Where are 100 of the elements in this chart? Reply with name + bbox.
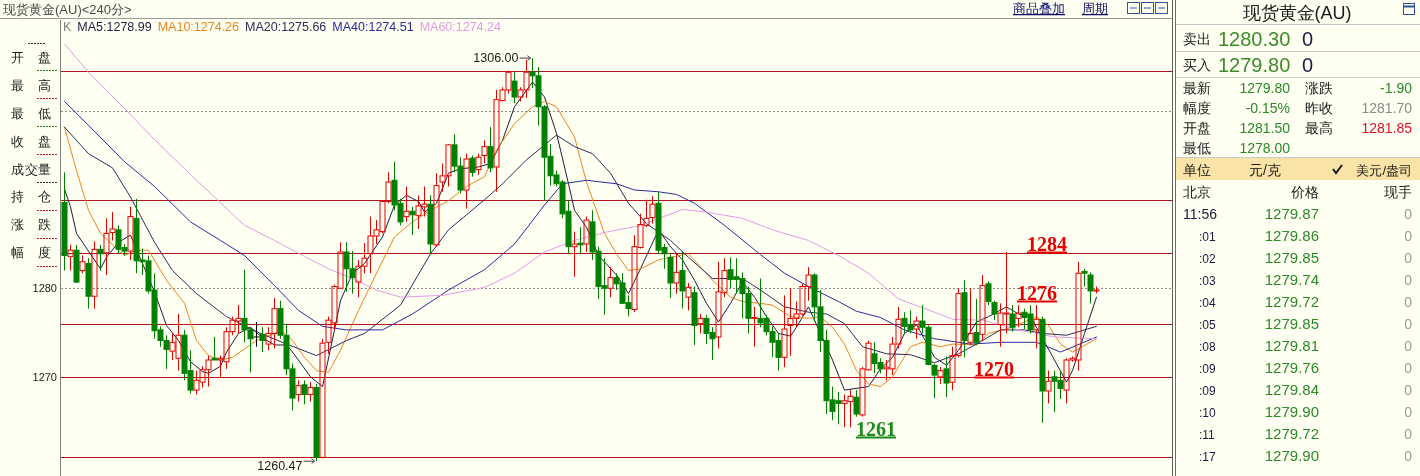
text: 单位 xyxy=(1183,162,1211,178)
text: MA5:1278.99 xyxy=(77,20,152,34)
text: 1279.80 xyxy=(1218,54,1291,76)
text: 开盘 xyxy=(1183,120,1211,136)
text: 幅度 xyxy=(1183,100,1211,116)
text: 0 xyxy=(1404,404,1413,420)
text: 0 xyxy=(1404,316,1413,332)
candlestick xyxy=(1009,304,1016,333)
text: MA10:1274.26 xyxy=(157,20,240,34)
candlestick xyxy=(979,274,986,342)
text: 1279.86 xyxy=(1264,227,1319,244)
text: 现货黄金(AU) xyxy=(1242,3,1352,23)
text: 0 xyxy=(1404,228,1413,244)
text: 1279.84 xyxy=(1264,381,1319,398)
text: 价格 xyxy=(1290,184,1319,200)
text: 涨跌 xyxy=(11,217,51,232)
text: 最高 xyxy=(11,78,51,93)
ref-line-label: 1284 xyxy=(1027,232,1067,255)
candlestick xyxy=(307,381,314,403)
candlestick xyxy=(571,231,578,278)
text: MA60:1274.24 xyxy=(419,20,501,34)
text: 1279.90 xyxy=(1264,403,1319,420)
candlestick xyxy=(1033,304,1040,349)
candlestick xyxy=(403,185,410,223)
candlestick xyxy=(487,126,494,173)
text: -0.15% xyxy=(1245,100,1290,116)
text: :04 xyxy=(1199,296,1217,310)
candlestick xyxy=(943,355,950,398)
text: :02 xyxy=(1199,252,1217,266)
text: 1278.00 xyxy=(1239,140,1291,156)
text: 0 xyxy=(1302,54,1314,76)
candlestick xyxy=(301,379,308,405)
chart-title: 现货黄金(AU)<240分> xyxy=(3,2,132,17)
text: :03 xyxy=(1199,274,1217,288)
annotation: 1306.00 xyxy=(473,51,519,66)
text: 最高 xyxy=(1305,120,1333,136)
text: 1279.74 xyxy=(1264,271,1319,288)
text: :09 xyxy=(1199,362,1217,376)
text: 1280.30 xyxy=(1218,28,1291,50)
text: MA20:1275.66 xyxy=(245,20,327,34)
candlestick xyxy=(577,226,584,255)
annotation: K xyxy=(63,20,72,34)
text: :05 xyxy=(1199,318,1217,332)
candlestick xyxy=(685,282,692,311)
text: 0 xyxy=(1404,382,1413,398)
text: 商品叠加 xyxy=(1013,2,1065,16)
text: 1279.85 xyxy=(1264,315,1319,332)
text: :10 xyxy=(1199,406,1217,420)
text: 最低 xyxy=(11,106,51,121)
text: 0 xyxy=(1404,272,1413,288)
text: 最新 xyxy=(1183,80,1211,96)
candlestick xyxy=(697,313,704,334)
text: 最低 xyxy=(1183,140,1211,156)
text: 美元/盎司 xyxy=(1356,163,1412,178)
candlestick xyxy=(673,253,680,295)
y-tick-label: 1280 xyxy=(32,282,57,295)
text: 1279.76 xyxy=(1264,359,1319,376)
text: :17 xyxy=(1199,450,1217,464)
text: 买入 xyxy=(1183,57,1211,73)
text: 1281.50 xyxy=(1239,120,1291,136)
candlestick xyxy=(781,294,788,368)
candlestick xyxy=(853,389,860,418)
text: 11:56 xyxy=(1183,206,1218,222)
text: 现手 xyxy=(1384,184,1412,200)
candlestick xyxy=(511,71,518,104)
text: 1279.90 xyxy=(1264,447,1319,464)
text: :01 xyxy=(1199,230,1217,244)
candlestick xyxy=(1045,370,1052,404)
text: 0 xyxy=(1404,250,1413,266)
text: 周期 xyxy=(1082,2,1108,16)
text: :08 xyxy=(1199,340,1217,354)
candlestick xyxy=(97,244,104,272)
candlestick xyxy=(211,336,218,361)
text: MA40:1274.51 xyxy=(332,20,414,34)
text: 1279.80 xyxy=(1239,80,1291,96)
text: 0 xyxy=(1404,294,1413,310)
text: 成交量 xyxy=(11,162,51,177)
line-series xyxy=(64,43,1097,340)
text: 1279.85 xyxy=(1264,249,1319,266)
text: 1279.72 xyxy=(1264,425,1319,442)
text: 1281.70 xyxy=(1361,100,1413,116)
text: 0 xyxy=(1302,28,1314,50)
text: 昨收 xyxy=(1305,100,1333,116)
candlestick xyxy=(679,251,686,310)
text: 持仓 xyxy=(11,189,51,204)
ref-line-label: 1276 xyxy=(1017,281,1057,304)
candlestick xyxy=(409,206,416,236)
text: 1279.87 xyxy=(1264,205,1319,222)
candlestick xyxy=(751,306,758,348)
text: 北京 xyxy=(1183,184,1211,200)
text: 1279.72 xyxy=(1264,293,1319,310)
text: 幅度 xyxy=(11,245,51,260)
ref-line-label: 1261 xyxy=(856,417,896,440)
text: 1279.81 xyxy=(1264,337,1319,354)
text: 0 xyxy=(1404,448,1413,464)
text: 涨跌 xyxy=(1305,80,1333,96)
candlestick xyxy=(469,154,476,178)
text: 0 xyxy=(1404,206,1413,222)
candlestick xyxy=(91,240,98,310)
text: 元/克 xyxy=(1249,162,1281,178)
